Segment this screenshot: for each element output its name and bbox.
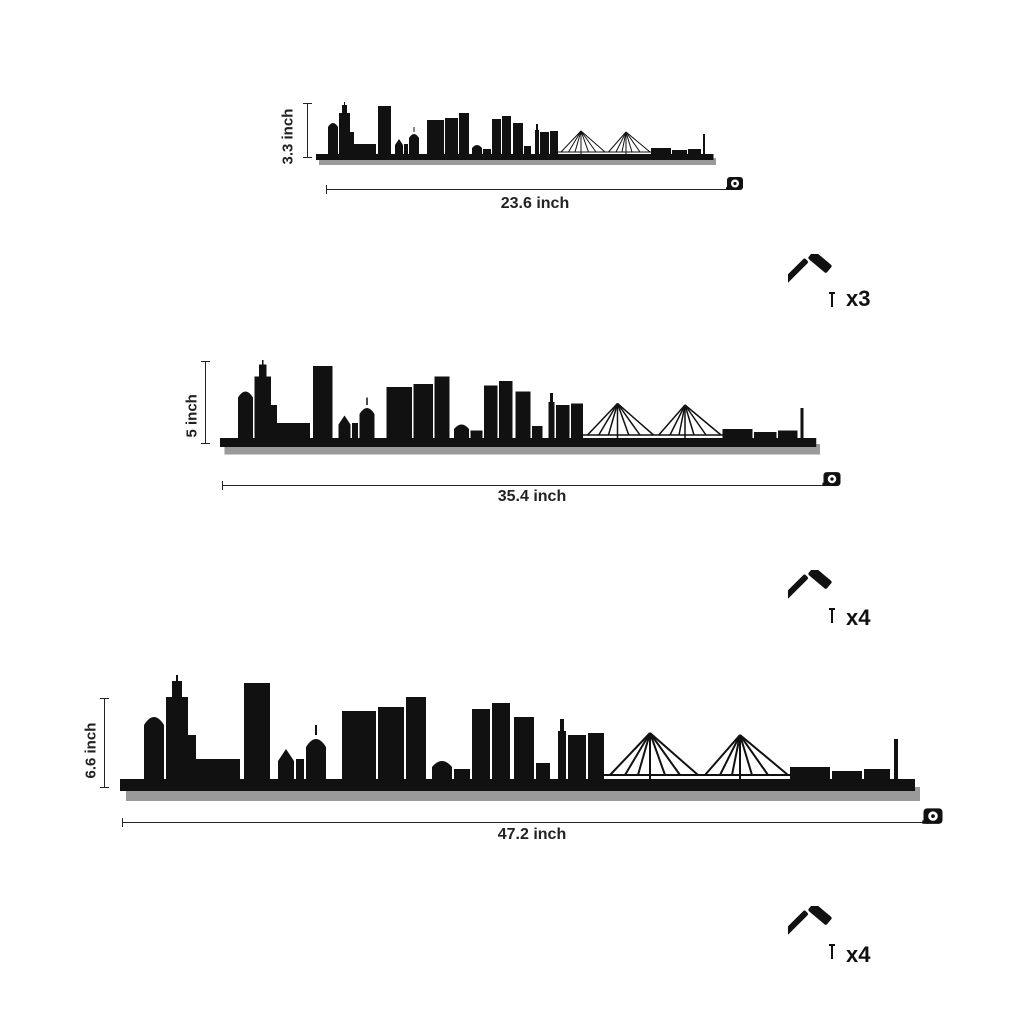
city-skyline-icon [120,675,920,802]
width-dimension-line [222,481,825,490]
height-dimension-line [201,361,210,444]
tape-measure-icon [822,472,841,486]
nail-count: x4 [846,605,871,630]
nail-icon [829,292,835,307]
height-dimension-line [100,698,109,788]
height-label: 6.6 inch [82,722,100,779]
nail-count: x3 [846,286,871,311]
tape-measure-icon [922,808,943,824]
width-dimension-line [326,185,728,194]
city-skyline-icon [316,102,716,166]
height-dimension-line [303,103,312,158]
width-label: 47.2 inch [497,826,567,843]
tape-measure-icon [726,177,743,190]
height-label: 5 inch [183,394,201,438]
city-skyline-icon [220,360,820,456]
width-label: 35.4 inch [497,488,567,505]
width-label: 23.6 inch [500,195,570,212]
height-label: 3.3 inch [279,108,297,165]
nail-icon [829,944,835,959]
nail-icon [829,608,835,623]
hammer-nail-set-small: x3 [788,254,888,314]
nail-count: x4 [846,942,871,967]
hammer-nail-set-medium: x4 [788,570,888,630]
hammer-nail-set-large: x4 [788,906,888,967]
width-dimension-line [122,818,925,827]
